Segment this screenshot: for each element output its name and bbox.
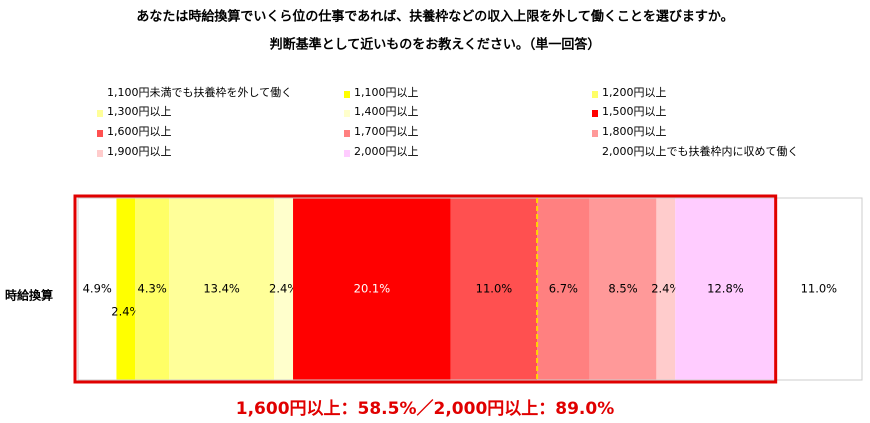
bar-segment xyxy=(274,198,294,380)
legend-label: 1,100円未満でも扶養枠を外して働く xyxy=(107,85,292,99)
value-label: 2.4% xyxy=(269,282,298,296)
legend-label: 1,900円以上 xyxy=(107,145,172,158)
legend-label: 1,600円以上 xyxy=(107,125,172,138)
value-label: 2.4% xyxy=(111,305,140,319)
bar-segment xyxy=(775,198,862,380)
value-label: 4.9% xyxy=(83,282,112,296)
value-label: 12.8% xyxy=(707,282,744,296)
bar-segment xyxy=(116,198,136,380)
bar-segment xyxy=(656,198,676,380)
bar-segment xyxy=(537,198,590,380)
legend-label: 1,700円以上 xyxy=(354,125,419,138)
annotation: 1,600円以上：58.5%／2,000円以上：89.0% xyxy=(236,398,615,419)
legend-swatch xyxy=(592,110,598,117)
value-label: 20.1% xyxy=(354,282,391,296)
bar-segment xyxy=(293,198,451,380)
legend-swatch xyxy=(344,150,350,157)
chart-subtitle: 判断基準として近いものをお教えください。（単一回答） xyxy=(270,37,601,53)
legend-swatch xyxy=(97,150,103,157)
chart-title: あなたは時給換算でいくら位の仕事であれば、扶養枠などの収入上限を外して働くことを… xyxy=(136,9,733,25)
legend-swatch xyxy=(97,110,103,117)
legend-label: 1,300円以上 xyxy=(107,105,172,118)
value-label: 8.5% xyxy=(608,282,637,296)
legend-label: 2,000円以上でも扶養枠内に収めて働く xyxy=(602,144,799,158)
bar-segment xyxy=(78,198,117,380)
value-label: 11.0% xyxy=(801,282,838,296)
value-label: 13.4% xyxy=(203,282,240,296)
bar-segment xyxy=(589,198,657,380)
legend-swatch xyxy=(344,110,350,117)
highlight-box xyxy=(73,194,778,384)
legend-label: 1,100円以上 xyxy=(354,86,419,99)
legend-swatch xyxy=(344,130,350,137)
value-label: 6.7% xyxy=(549,282,578,296)
value-label: 11.0% xyxy=(476,282,513,296)
legend-label: 1,400円以上 xyxy=(354,105,419,118)
bar-segment xyxy=(169,198,275,380)
legend-swatch xyxy=(344,91,350,98)
value-label: 4.3% xyxy=(138,282,167,296)
legend-label: 2,000円以上 xyxy=(354,145,419,158)
category-label: 時給換算 xyxy=(5,288,53,303)
bar-segment xyxy=(675,198,776,380)
value-label: 2.4% xyxy=(651,282,680,296)
bar-segment xyxy=(135,198,170,380)
outer-frame xyxy=(77,197,863,381)
legend-swatch xyxy=(592,91,598,98)
bar-segment xyxy=(450,198,538,380)
legend-label: 1,800円以上 xyxy=(602,125,667,138)
legend-swatch xyxy=(97,130,103,137)
legend-swatch xyxy=(592,130,598,137)
legend-label: 1,500円以上 xyxy=(602,105,667,118)
legend-label: 1,200円以上 xyxy=(602,86,667,99)
